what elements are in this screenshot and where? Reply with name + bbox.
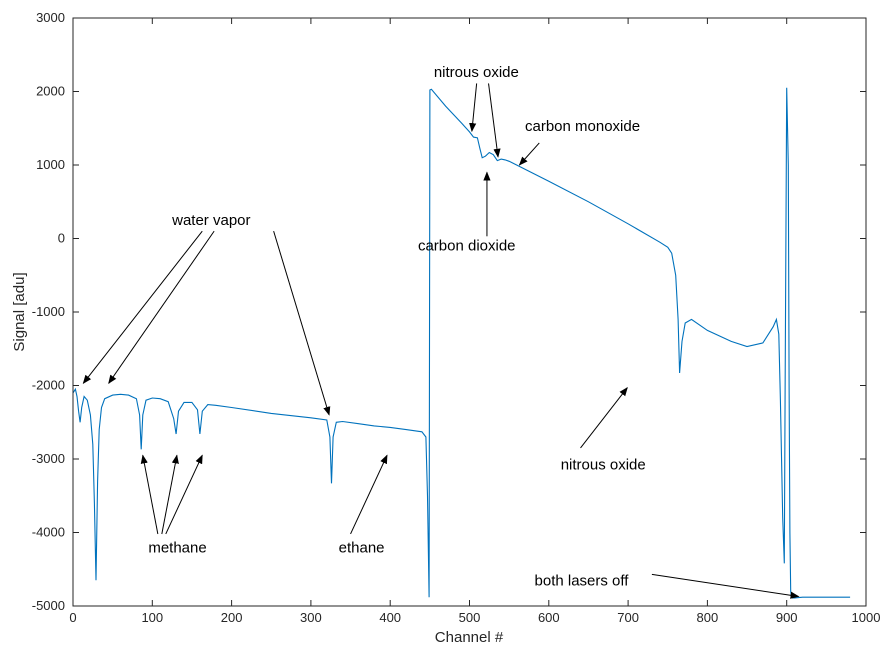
annotation-label: water vapor: [171, 212, 250, 229]
annotation-arrow: [140, 454, 159, 535]
y-tick-label: -5000: [32, 598, 65, 613]
annotation-label: carbon monoxide: [525, 118, 640, 135]
y-tick-label: -4000: [32, 525, 65, 540]
plot-area: [73, 18, 866, 606]
annotation-label: carbon dioxide: [418, 237, 516, 254]
axes-box: [72, 17, 867, 607]
x-tick-label: 1000: [852, 610, 881, 625]
y-tick-label: 1000: [36, 157, 65, 172]
x-tick-label: 300: [300, 610, 322, 625]
x-tick-label: 400: [379, 610, 401, 625]
annotation-arrows: [82, 83, 800, 599]
annotation-label: ethane: [339, 539, 385, 556]
x-axis-title: Channel #: [435, 629, 504, 646]
annotation-arrow: [488, 83, 501, 158]
x-tick-label: 700: [617, 610, 639, 625]
annotation-arrow: [165, 454, 203, 535]
x-tick-label: 800: [697, 610, 719, 625]
annotation-arrow: [469, 83, 478, 133]
annotation-label: nitrous oxide: [561, 456, 646, 473]
annotation-arrow: [108, 230, 215, 385]
y-axis-title: Signal [adu]: [11, 272, 28, 351]
x-tick-label: 500: [459, 610, 481, 625]
x-tick-label: 100: [141, 610, 163, 625]
annotation-arrow: [580, 386, 628, 449]
x-tick-label: 200: [221, 610, 243, 625]
annotation-label: methane: [148, 539, 206, 556]
x-tick-label: 600: [538, 610, 560, 625]
annotation-arrow: [161, 454, 179, 535]
y-tick-label: 2000: [36, 84, 65, 99]
annotation-label: both lasers off: [535, 572, 630, 589]
annotation-label: nitrous oxide: [434, 64, 519, 81]
y-tick-label: 3000: [36, 10, 65, 25]
annotation-arrow: [350, 454, 388, 535]
annotations: water vapor methane ethane nitrous oxide car…: [148, 64, 645, 590]
y-axis-ticks: -5000 -4000 -3000 -2000 -1000 0 1000 2000 3000: [32, 10, 866, 613]
signal-series-line: [72, 87, 851, 599]
y-tick-label: -3000: [32, 451, 65, 466]
annotation-arrow: [518, 142, 540, 166]
annotation-arrow: [273, 231, 331, 416]
y-tick-label: 0: [58, 231, 65, 246]
x-tick-label: 0: [69, 610, 76, 625]
y-tick-label: -2000: [32, 378, 65, 393]
annotation-arrow: [82, 230, 203, 385]
x-axis-ticks: 0 100 200 300 400 500 600 700 800 900 1000: [69, 18, 880, 625]
annotation-arrow: [651, 573, 800, 599]
y-tick-label: -1000: [32, 304, 65, 319]
x-tick-label: 900: [776, 610, 798, 625]
